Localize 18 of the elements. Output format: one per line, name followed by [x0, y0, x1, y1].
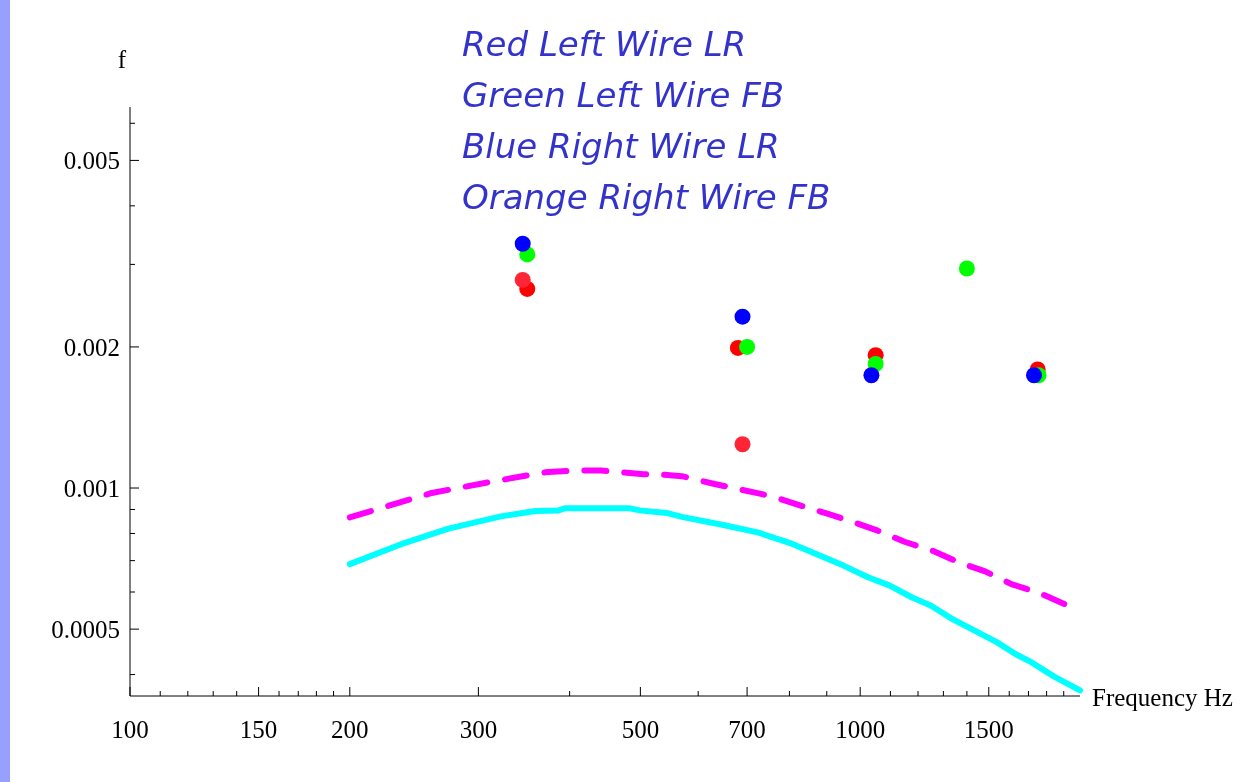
annotation: Blue Right Wire LR: [462, 126, 780, 166]
x-tick-label: 100: [111, 716, 149, 743]
y-tick-label: 0.002: [63, 333, 120, 361]
y-tick-label: 0.001: [63, 475, 120, 503]
x-tick-label: 300: [459, 716, 498, 743]
x-tick-label: 1500: [963, 716, 1014, 743]
x-tick-label: 1000: [835, 716, 886, 743]
x-tick-label: 150: [239, 716, 278, 743]
y-axis-title: f: [117, 46, 127, 73]
annotation: Orange Right Wire FB: [462, 177, 831, 217]
y-tick-label: 0.005: [63, 147, 120, 175]
x-tick-label: 200: [331, 716, 369, 743]
text: Red Left Wire LR: [462, 24, 747, 64]
y-tick-label: 0.0005: [51, 616, 120, 644]
x-tick-label: 500: [621, 716, 660, 743]
x-axis-title: Frequency Hz: [1092, 684, 1233, 711]
annotation: Green Left Wire FB: [462, 75, 785, 115]
x-tick-label: 700: [728, 716, 766, 743]
